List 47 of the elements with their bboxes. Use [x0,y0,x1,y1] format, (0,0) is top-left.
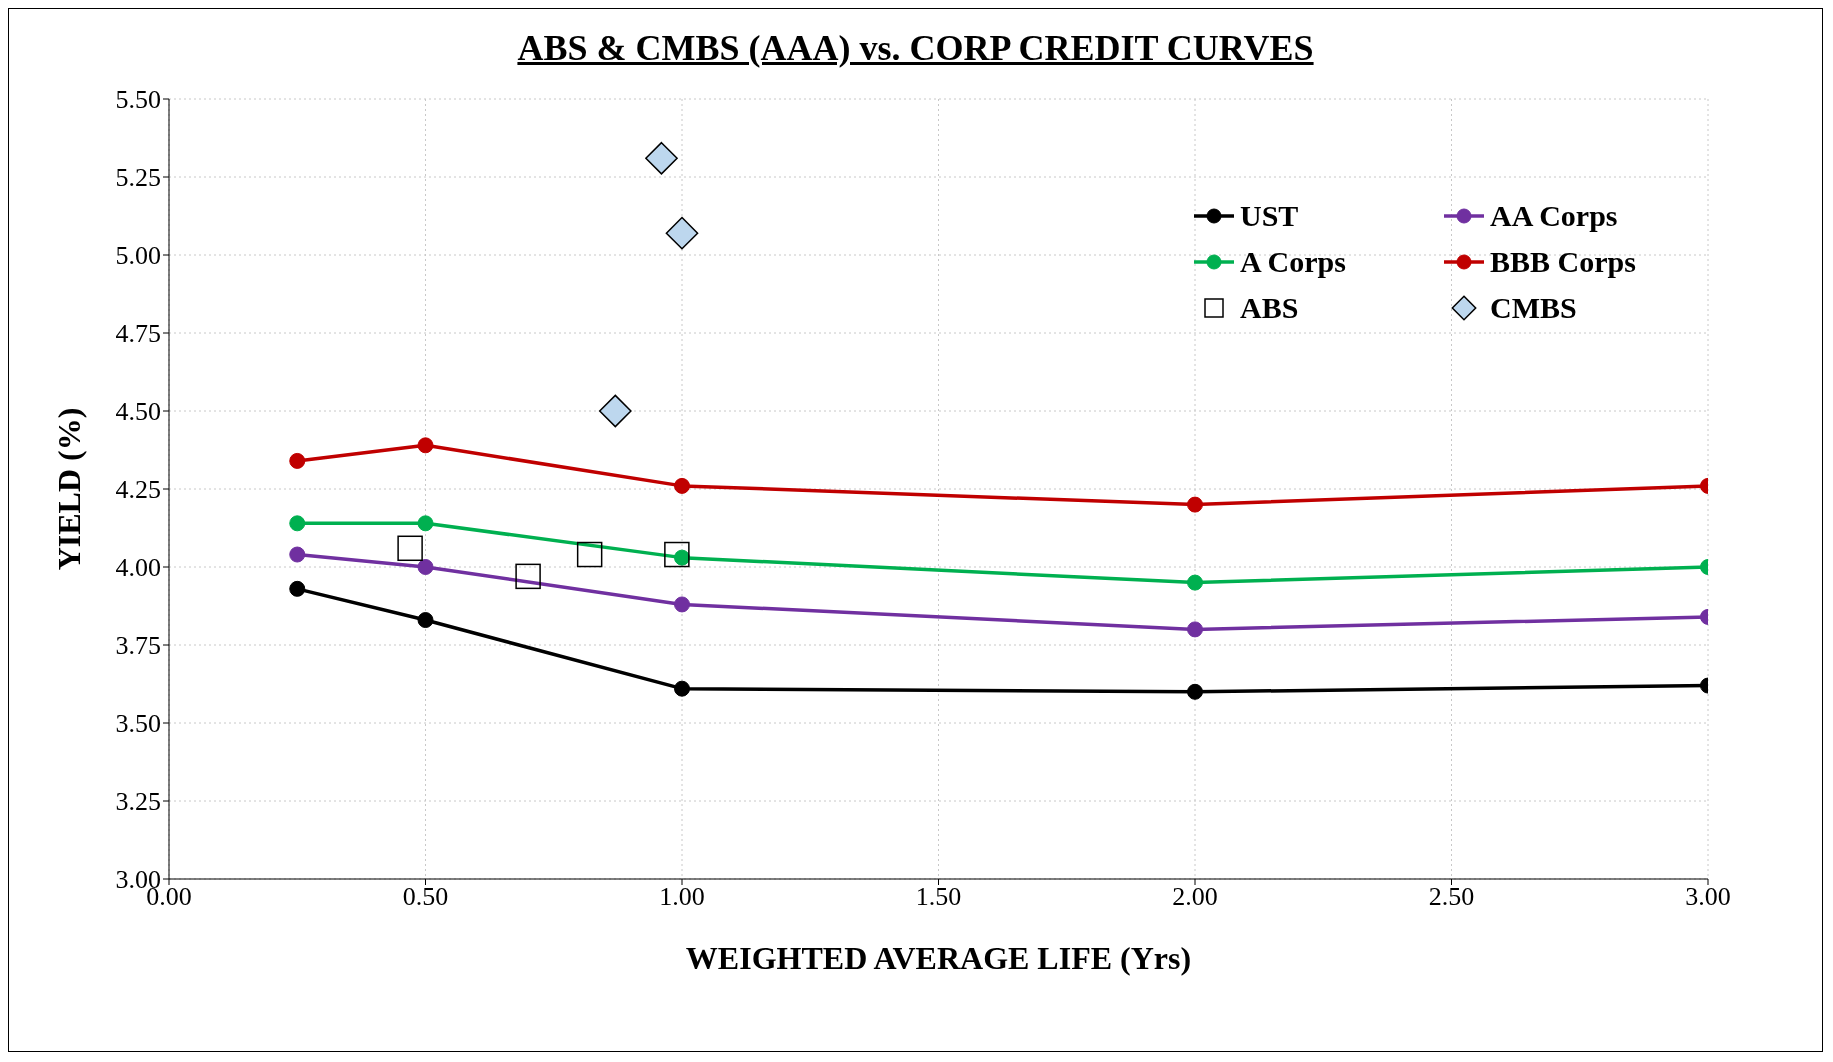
point [674,680,690,697]
point [289,546,306,563]
y-axis-title: YIELD (%) [51,407,88,571]
y-tick-label: 5.50 [115,85,161,115]
point [598,394,632,428]
point [1187,621,1203,638]
point [289,515,306,532]
point [417,612,434,629]
point [417,515,434,532]
point [289,580,306,597]
point [645,141,678,175]
x-tick-label: 3.00 [1685,882,1731,912]
point [674,596,690,613]
legend-label: UST [1240,199,1299,233]
y-tick-label: 5.00 [115,241,161,271]
legend-label: A Corps [1240,245,1346,279]
point [289,452,306,469]
y-tick-label: 3.50 [115,709,161,739]
x-axis-title: WEIGHTED AVERAGE LIFE (Yrs) [685,940,1192,976]
legend-label: BBB Corps [1490,245,1636,279]
point [664,541,690,568]
chart-title: ABS & CMBS (AAA) vs. CORP CREDIT CURVES [516,27,1315,69]
point [397,535,423,562]
point [417,559,434,575]
point [1187,574,1203,591]
point [515,563,541,590]
x-tick-label: 2.00 [1172,882,1218,912]
point [576,541,603,568]
point [674,477,690,494]
legend-label: CMBS [1490,291,1577,325]
x-tick-label: 1.00 [659,882,705,912]
x-tick-label: 2.50 [1428,882,1475,912]
x-tick-label: 1.50 [915,882,962,912]
y-tick-label: 3.25 [115,787,161,817]
y-tick-label: 4.00 [115,553,161,583]
x-tick-label: 0.50 [402,882,449,912]
y-tick-label: 3.75 [115,631,161,661]
y-tick-label: 5.25 [115,163,161,193]
y-tick-label: 4.25 [115,475,161,505]
point [417,437,434,454]
y-tick-label: 4.75 [115,319,161,349]
legend-label: ABS [1240,291,1299,325]
point [1187,683,1203,700]
point [665,216,699,250]
legend-label: AA Corps [1490,199,1618,233]
point [1187,496,1203,513]
y-tick-label: 4.50 [115,397,161,427]
